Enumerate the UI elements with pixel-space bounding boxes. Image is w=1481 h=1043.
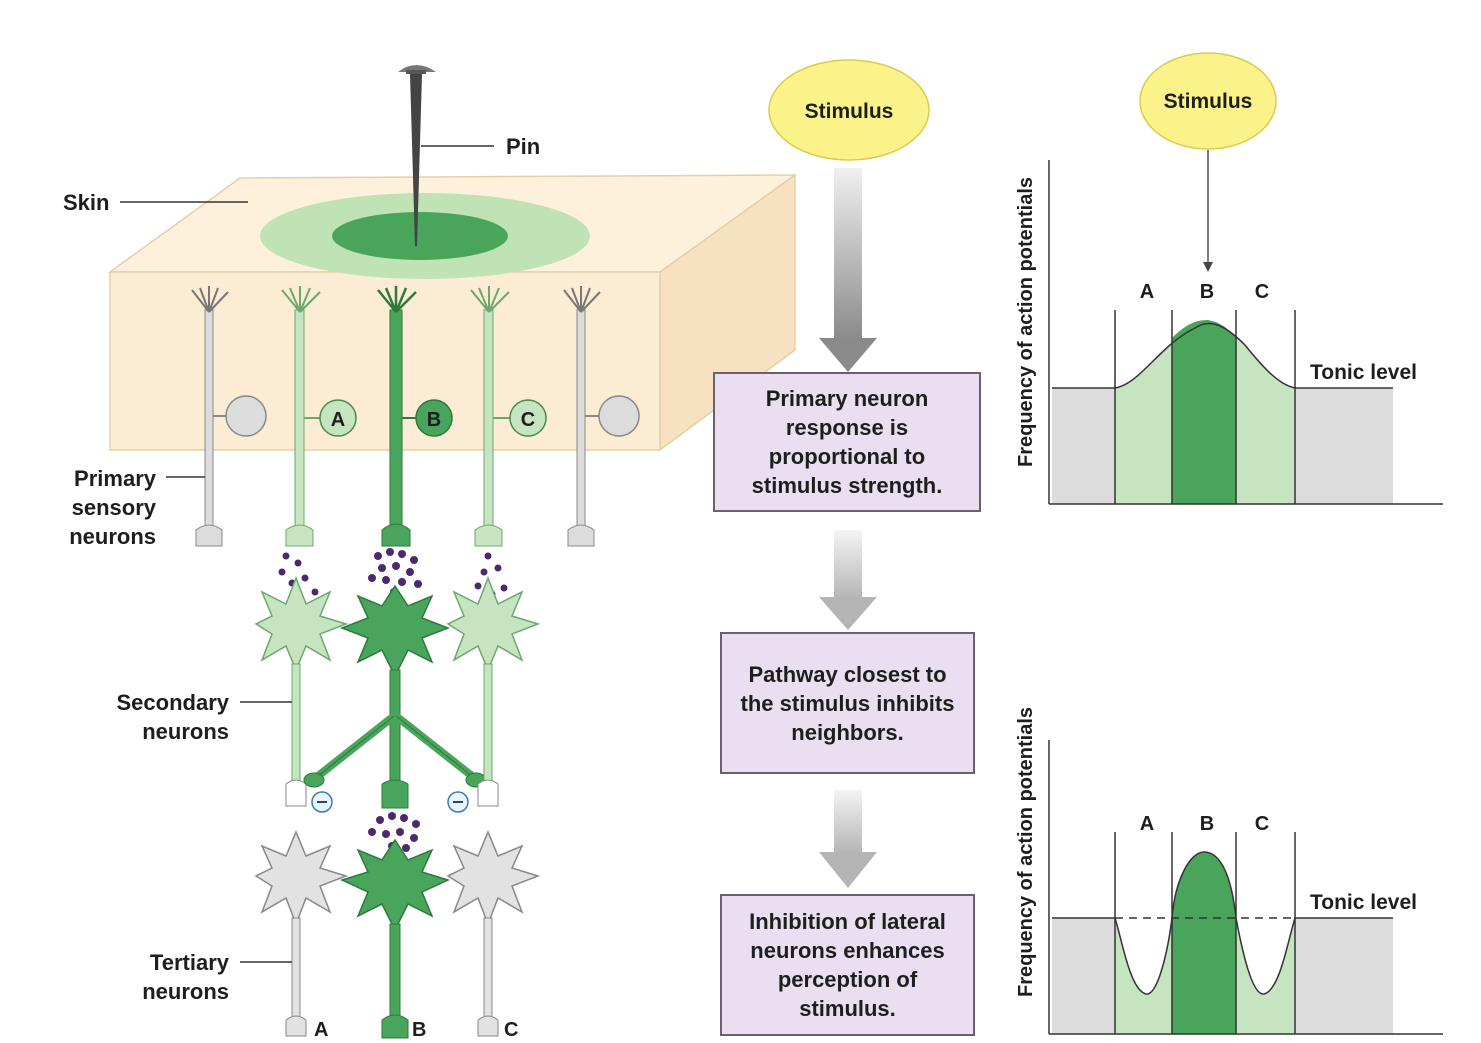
primary-neurons-label-3: neurons <box>69 524 156 549</box>
top-graph-region-c: C <box>1255 281 1269 303</box>
secondary-neurons-label-1: Secondary <box>117 690 230 715</box>
primary-neurons-label-1: Primary <box>74 466 157 491</box>
secondary-neuron-b <box>303 584 487 809</box>
flow-step-1-box: Primary neuron response is proportional … <box>713 372 981 512</box>
stimulus-field-inner <box>332 212 508 260</box>
flow-step-2-box: Pathway closest to the stimulus inhibits… <box>720 632 975 774</box>
bottom-graph-region-c: C <box>1255 813 1269 835</box>
tertiary-neuron-c <box>446 830 541 1037</box>
flow-arrow-3 <box>819 790 877 888</box>
stimulus-label: Stimulus <box>805 100 894 123</box>
flow-step-3-box: Inhibition of lateral neurons enhances p… <box>720 894 975 1036</box>
secondary-neurons-label-2: neurons <box>142 719 229 744</box>
stimulus-bubble <box>768 59 930 161</box>
secondary-neuron-a <box>254 575 349 807</box>
top-graph-region-b: B <box>1200 281 1214 303</box>
flow-arrow-1 <box>819 168 877 372</box>
flow-arrow-2 <box>819 530 877 630</box>
tertiary-neurons-label-2: neurons <box>142 979 229 1004</box>
primary-neuron-gray-right <box>563 286 640 547</box>
tertiary-neuron-a <box>254 830 349 1037</box>
bottom-graph-ylabel: Frequency of action potentials <box>1015 707 1037 997</box>
pin-label: Pin <box>506 134 540 159</box>
primary-neuron-a <box>281 286 357 547</box>
secondary-neuron-c <box>446 575 541 807</box>
tertiary-c-label: C <box>504 1019 518 1041</box>
flow-step-2-text: Pathway closest to the stimulus inhibits… <box>740 661 955 745</box>
primary-neuron-a-label: A <box>331 409 345 431</box>
bottom-graph-region-a: A <box>1140 813 1154 835</box>
top-graph-stimulus-label: Stimulus <box>1164 90 1253 113</box>
skin-label: Skin <box>63 190 109 215</box>
primary-neuron-c-label: C <box>521 409 535 431</box>
bottom-graph-tonic-label: Tonic level <box>1310 891 1417 914</box>
primary-neuron-c <box>470 286 547 547</box>
top-graph-region-a: A <box>1140 281 1154 303</box>
top-graph <box>1048 52 1443 505</box>
primary-neuron-gray-left <box>191 286 267 547</box>
tertiary-neurons-label-1: Tertiary <box>150 950 230 975</box>
flow-step-3-text: Inhibition of lateral neurons enhances p… <box>749 909 946 1021</box>
top-graph-tonic-label: Tonic level <box>1310 361 1417 384</box>
tertiary-b-label: B <box>412 1019 426 1041</box>
top-graph-ylabel: Frequency of action potentials <box>1015 177 1037 467</box>
inhibition-minus-icon-c <box>447 791 469 813</box>
primary-neurons-label-2: sensory <box>72 495 157 520</box>
vesicles-a <box>278 552 319 596</box>
primary-neuron-b-label: B <box>427 409 441 431</box>
bottom-graph-region-b: B <box>1200 813 1214 835</box>
tertiary-neuron-b <box>339 838 451 1039</box>
primary-neuron-b <box>377 286 453 547</box>
bottom-graph <box>1048 740 1443 1035</box>
vesicles-tertiary-b <box>368 812 420 852</box>
pin-icon <box>398 65 436 246</box>
skin-block <box>107 173 798 452</box>
inhibition-minus-icon-a <box>311 791 333 813</box>
tertiary-a-label: A <box>314 1019 328 1041</box>
flow-step-1-text: Primary neuron response is proportional … <box>751 386 943 498</box>
top-graph-stimulus-bubble <box>1139 52 1277 150</box>
